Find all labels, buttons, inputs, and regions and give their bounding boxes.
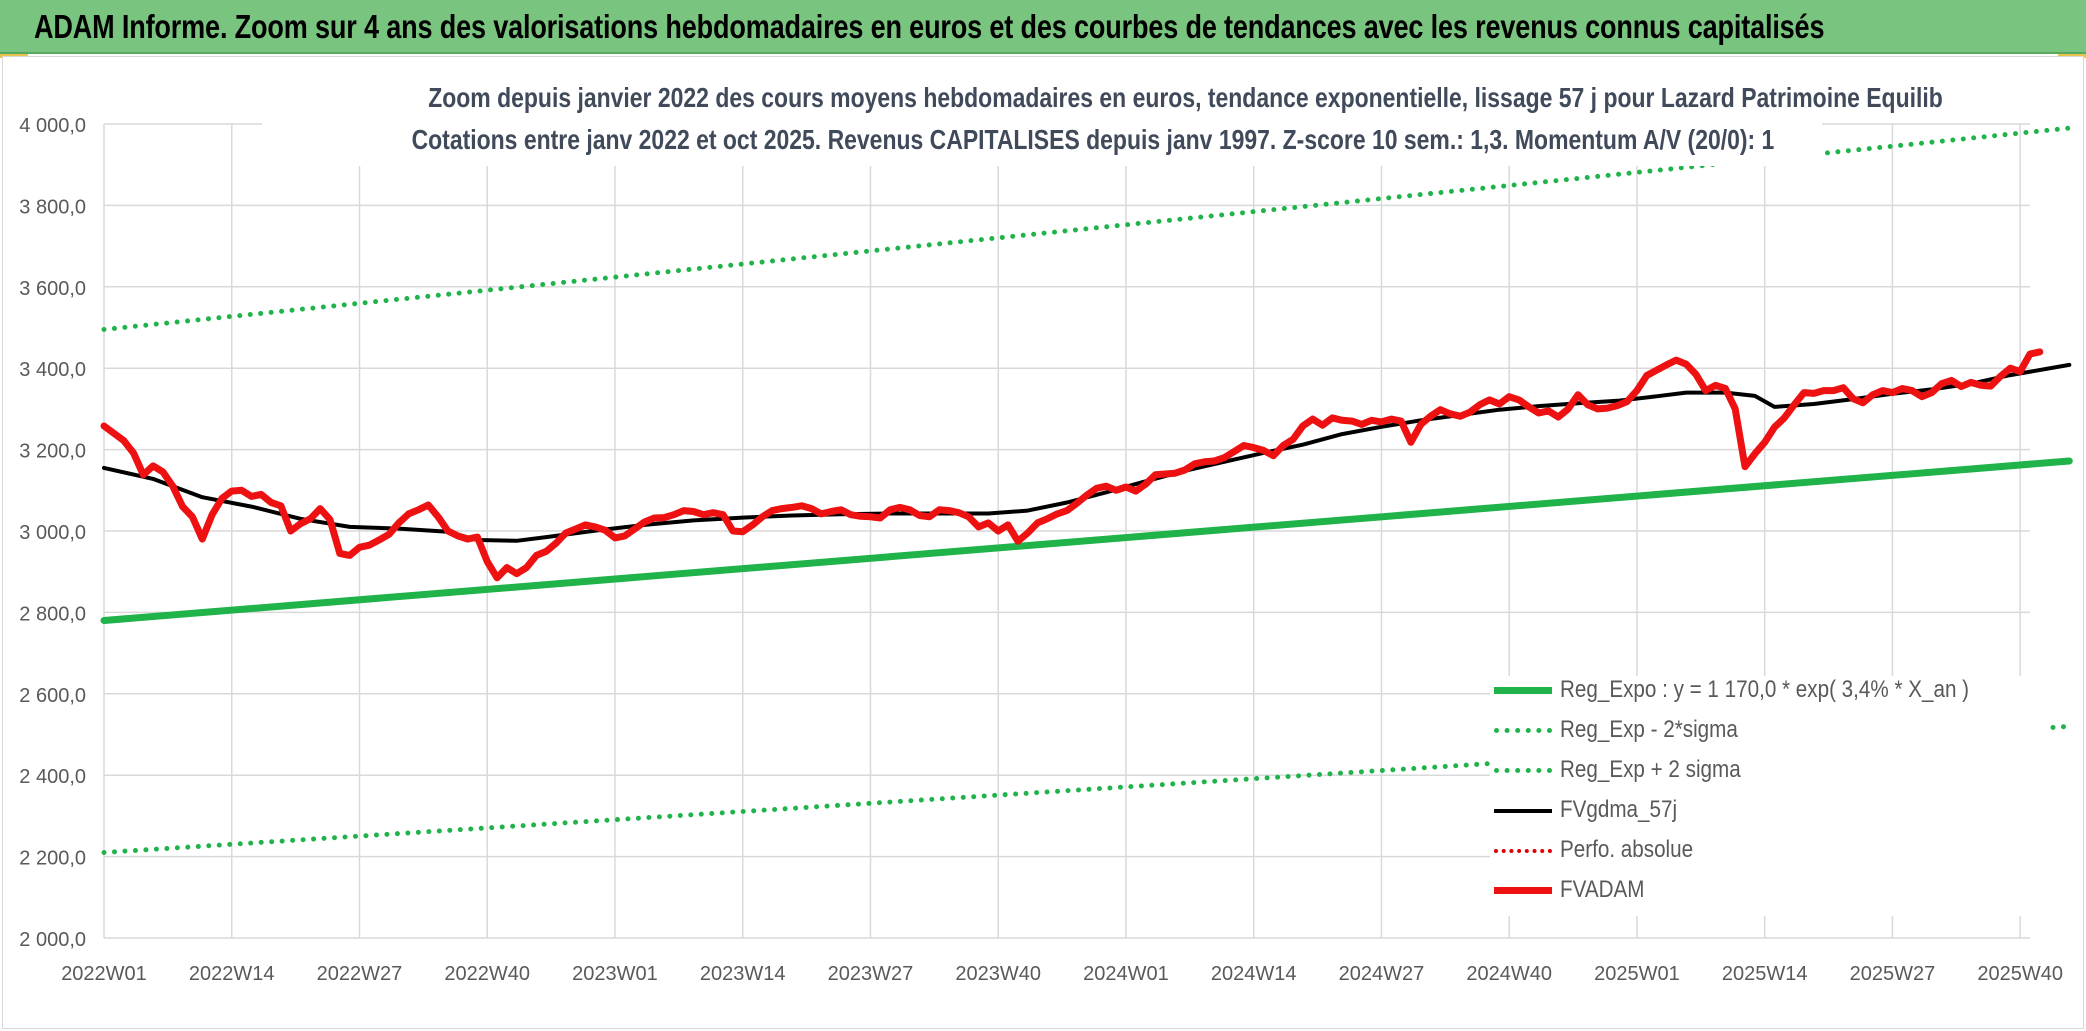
header-title: ADAM Informe. Zoom sur 4 ans des valoris… [34,8,1825,45]
y-tick-label: 3 600,0 [19,278,86,300]
chart-title-line1: Zoom depuis janvier 2022 des cours moyen… [428,82,1943,113]
x-tick-label: 2025W40 [1977,963,2063,985]
series-reg-exp-minus-2sigma [101,723,2072,855]
x-tick-label: 2025W27 [1850,963,1936,985]
chart-legend: Reg_Expo : y = 1 170,0 * exp( 3,4% * X_a… [1490,676,2050,916]
x-tick-label: 2024W40 [1466,963,1552,985]
x-tick-label: 2023W27 [828,963,914,985]
legend-label: FVgdma_57j [1560,796,1678,823]
legend-label: Perfo. absolue [1560,836,1694,863]
y-tick-label: 3 800,0 [19,196,86,218]
x-tick-label: 2025W01 [1594,963,1680,985]
legend-swatch-dotted-red [1494,849,1552,853]
x-tick-label: 2022W40 [444,963,530,985]
series-reg-expo [100,457,2073,624]
y-tick-label: 3 200,0 [19,441,86,463]
legend-swatch-dotted-green [1494,728,1552,733]
y-tick-label: 3 000,0 [19,522,86,544]
legend-label: FVADAM [1560,876,1645,903]
chart-title-line2: Cotations entre janv 2022 et oct 2025. R… [411,124,1775,155]
x-tick-label: 2023W40 [955,963,1041,985]
y-tick-label: 4 000,0 [19,115,86,137]
x-tick-label: 2022W14 [189,963,275,985]
x-tick-label: 2024W01 [1083,963,1169,985]
header-banner: ADAM Informe. Zoom sur 4 ans des valoris… [0,0,2086,54]
x-tick-label: 2022W27 [317,963,403,985]
x-tick-label: 2022W01 [61,963,147,985]
y-tick-label: 3 400,0 [19,359,86,381]
y-tick-label: 2 000,0 [19,929,86,951]
x-tick-label: 2023W14 [700,963,786,985]
axes: 2 000,0 2 200,0 2 400,0 2 600,0 2 800,0 3 000… [19,115,2063,985]
x-tick-label: 2024W14 [1211,963,1297,985]
legend-label: Reg_Exp + 2 sigma [1560,756,1741,783]
legend-label: Reg_Expo : y = 1 170,0 * exp( 3,4% * X_a… [1560,676,1970,703]
legend-swatch-solid-red [1494,887,1552,894]
x-tick-label: 2024W27 [1339,963,1425,985]
y-tick-label: 2 800,0 [19,603,86,625]
chart-title-box: Zoom depuis janvier 2022 des cours moyen… [262,80,1943,166]
legend-swatch-solid-green [1494,687,1552,694]
legend-label: Reg_Exp - 2*sigma [1560,716,1738,743]
legend-swatch-dotted-green [1494,768,1552,773]
y-tick-label: 2 600,0 [19,685,86,707]
series-fvadam [100,348,2044,582]
y-tick-label: 2 400,0 [19,766,86,788]
x-tick-label: 2025W14 [1722,963,1808,985]
legend-swatch-solid-black [1494,809,1552,813]
series-fvgdma-57j [102,362,2072,543]
y-tick-label: 2 200,0 [19,848,86,870]
x-tick-label: 2023W01 [572,963,658,985]
